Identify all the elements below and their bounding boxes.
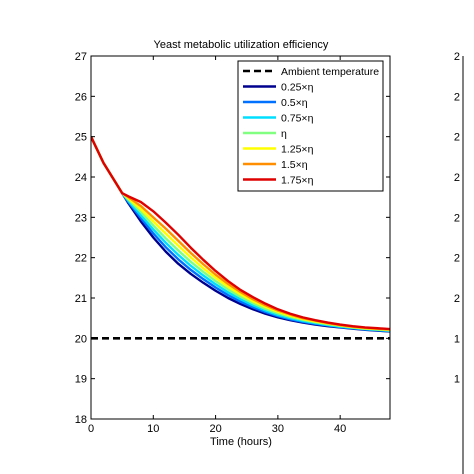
legend-label: η <box>281 128 287 140</box>
legend-label: 1.5×η <box>281 159 308 171</box>
legend-label: 0.5×η <box>281 97 308 109</box>
legend: Ambient temperature 0.25×η 0.5×η 0.75×η η 1.2… <box>237 60 384 192</box>
x-axis-label: Time (hours) <box>210 436 272 448</box>
y-tick-label: 20 <box>75 333 87 345</box>
right-panel-tick-label: 2 <box>454 91 460 103</box>
plot-area: 0 10 20 30 40 18 19 20 21 22 23 24 25 26 27 <box>75 51 391 435</box>
right-panel-tick-label: 2 <box>454 51 460 63</box>
right-panel-tick-label: 2 <box>454 212 460 224</box>
legend-label: 0.25×η <box>281 82 314 94</box>
y-tick-label: 26 <box>75 91 87 103</box>
legend-label: Ambient temperature <box>281 66 379 78</box>
right-panel-tick-label: 1 <box>454 374 460 386</box>
right-panel-tick-label: 2 <box>454 293 460 305</box>
y-tick-label: 25 <box>75 132 87 144</box>
x-tick-label: 10 <box>147 423 159 435</box>
x-tick-label: 20 <box>209 423 221 435</box>
series-group <box>91 136 390 340</box>
y-tick-label: 24 <box>75 172 87 184</box>
legend-box <box>237 60 384 192</box>
chart-title: Yeast metabolic utilization efficiency <box>154 39 329 51</box>
right-panel-tick-label: 1 <box>454 333 460 345</box>
right-panel-tick-label: 2 <box>454 132 460 144</box>
axes-box <box>90 55 391 420</box>
legend-label: 1.75×η <box>281 175 314 187</box>
y-tick-label: 23 <box>75 212 87 224</box>
y-tick-label: 21 <box>75 293 87 305</box>
y-tick-label: 18 <box>75 414 87 426</box>
right-panel-tick-label: 2 <box>454 172 460 184</box>
right-panel-partial: 2 2 2 2 2 2 2 1 1 <box>454 51 464 474</box>
x-tick-label: 40 <box>334 423 346 435</box>
x-tick-label: 0 <box>88 423 94 435</box>
series-line-7 <box>91 136 390 331</box>
legend-label: 0.75×η <box>281 113 314 125</box>
legend-label: 1.25×η <box>281 144 314 156</box>
y-tick-label: 19 <box>75 374 87 386</box>
y-tick-label: 27 <box>75 51 87 63</box>
right-panel-tick-label: 2 <box>454 253 460 265</box>
x-tick-label: 30 <box>272 423 284 435</box>
y-tick-label: 22 <box>75 253 87 265</box>
